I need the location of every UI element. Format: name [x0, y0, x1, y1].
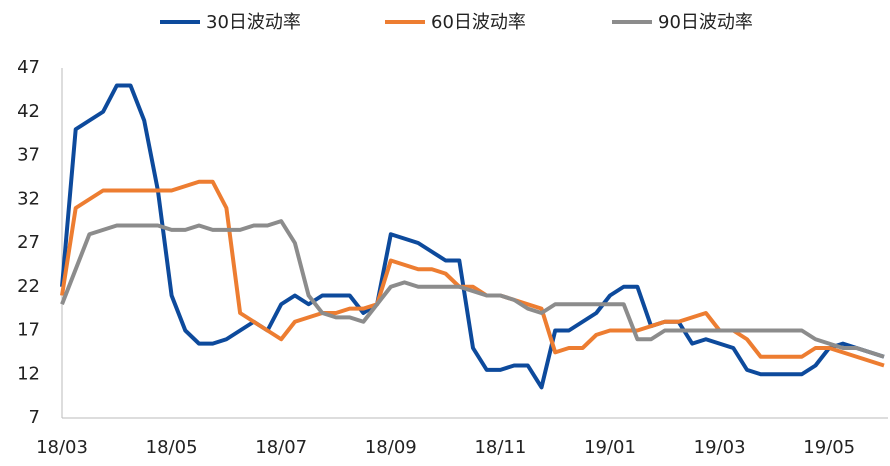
x-tick-label: 18/07	[255, 437, 307, 458]
x-tick-label: 19/01	[584, 437, 636, 458]
x-tick-label: 18/11	[474, 437, 526, 458]
series-line	[60, 83, 885, 390]
series-line	[60, 219, 885, 359]
y-tick-label: 32	[17, 188, 40, 209]
x-tick-label: 18/03	[36, 437, 88, 458]
x-tick-label: 19/05	[803, 437, 855, 458]
y-tick-label: 37	[17, 145, 40, 166]
legend-label: 60日波动率	[431, 12, 526, 33]
y-tick-label: 42	[17, 101, 40, 122]
y-tick-label: 7	[29, 407, 40, 428]
y-tick-label: 12	[17, 363, 40, 384]
x-tick-label: 18/09	[365, 437, 417, 458]
x-tick-label: 19/03	[694, 437, 746, 458]
y-tick-label: 17	[17, 320, 40, 341]
y-tick-label: 47	[17, 57, 40, 78]
y-tick-label: 27	[17, 232, 40, 253]
series-line	[60, 179, 885, 368]
legend-label: 30日波动率	[206, 12, 301, 33]
legend-label: 90日波动率	[658, 12, 753, 33]
x-tick-label: 18/05	[146, 437, 198, 458]
y-tick-label: 22	[17, 276, 40, 297]
